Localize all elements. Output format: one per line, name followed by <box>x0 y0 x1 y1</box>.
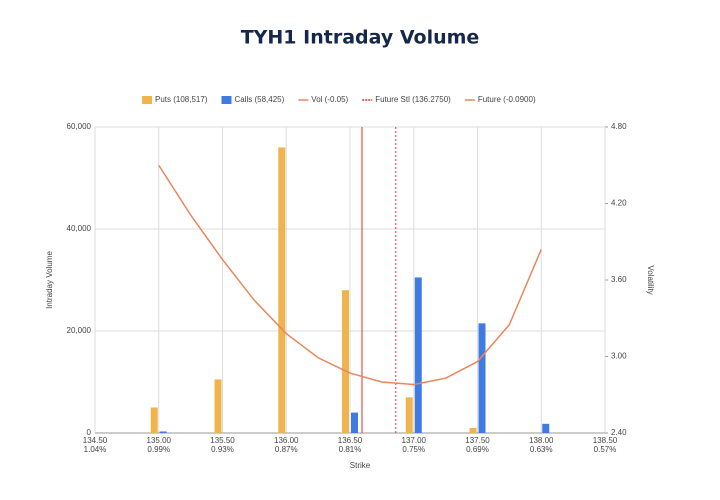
bar <box>414 277 422 433</box>
y2-tick-label: 3.60 <box>611 275 627 284</box>
x-tick-sublabel: 0.69% <box>466 445 489 454</box>
bar <box>351 412 358 433</box>
legend-label: Puts (108,517) <box>155 95 208 104</box>
y-tick-label: 40,000 <box>67 224 92 233</box>
y2-tick-label: 4.80 <box>611 122 627 131</box>
x-tick-label: 138.50 <box>593 436 618 445</box>
y2-tick-label: 4.20 <box>611 199 627 208</box>
legend-label: Calls (58,425) <box>234 95 284 104</box>
bar <box>478 323 486 433</box>
x-tick-label: 136.50 <box>338 436 363 445</box>
y-tick-label: 20,000 <box>67 326 92 335</box>
legend-label: Future Stl (136.2750) <box>375 95 451 104</box>
bar <box>405 397 413 433</box>
y2-tick-label: 3.00 <box>611 352 627 361</box>
x-axis-label: Strike <box>350 461 371 470</box>
legend-swatch <box>142 96 152 104</box>
x-tick-label: 137.50 <box>465 436 490 445</box>
vol-line <box>158 164 542 386</box>
bar <box>214 379 222 433</box>
y-tick-label: 60,000 <box>67 122 92 131</box>
y2-axis-label: Volatility <box>646 265 655 294</box>
bar <box>542 423 550 433</box>
bar <box>150 407 158 433</box>
x-tick-sublabel: 1.04% <box>84 445 107 454</box>
bar <box>159 431 167 433</box>
bar <box>342 290 349 433</box>
bar <box>469 427 477 433</box>
legend-swatch <box>221 96 232 104</box>
x-tick-sublabel: 0.99% <box>147 445 170 454</box>
y-tick-label: 0 <box>87 428 92 437</box>
x-tick-label: 137.00 <box>402 436 427 445</box>
x-tick-sublabel: 0.93% <box>211 445 234 454</box>
x-tick-label: 138.00 <box>529 436 554 445</box>
x-tick-sublabel: 0.87% <box>275 445 298 454</box>
x-tick-label: 134.50 <box>83 436 108 445</box>
x-tick-label: 136.00 <box>274 436 299 445</box>
legend-label: Future (-0.0900) <box>478 95 536 104</box>
x-tick-sublabel: 0.75% <box>402 445 425 454</box>
x-tick-label: 135.50 <box>210 436 235 445</box>
x-tick-label: 135.00 <box>147 436 172 445</box>
x-tick-sublabel: 0.63% <box>530 445 553 454</box>
x-tick-sublabel: 0.57% <box>594 445 617 454</box>
bar <box>278 147 286 433</box>
x-tick-sublabel: 0.81% <box>339 445 362 454</box>
y-axis-label: Intraday Volume <box>45 251 54 309</box>
legend-label: Vol (-0.05) <box>311 95 348 104</box>
chart-title: TYH1 Intraday Volume <box>241 27 480 49</box>
y2-tick-label: 2.40 <box>611 428 627 437</box>
